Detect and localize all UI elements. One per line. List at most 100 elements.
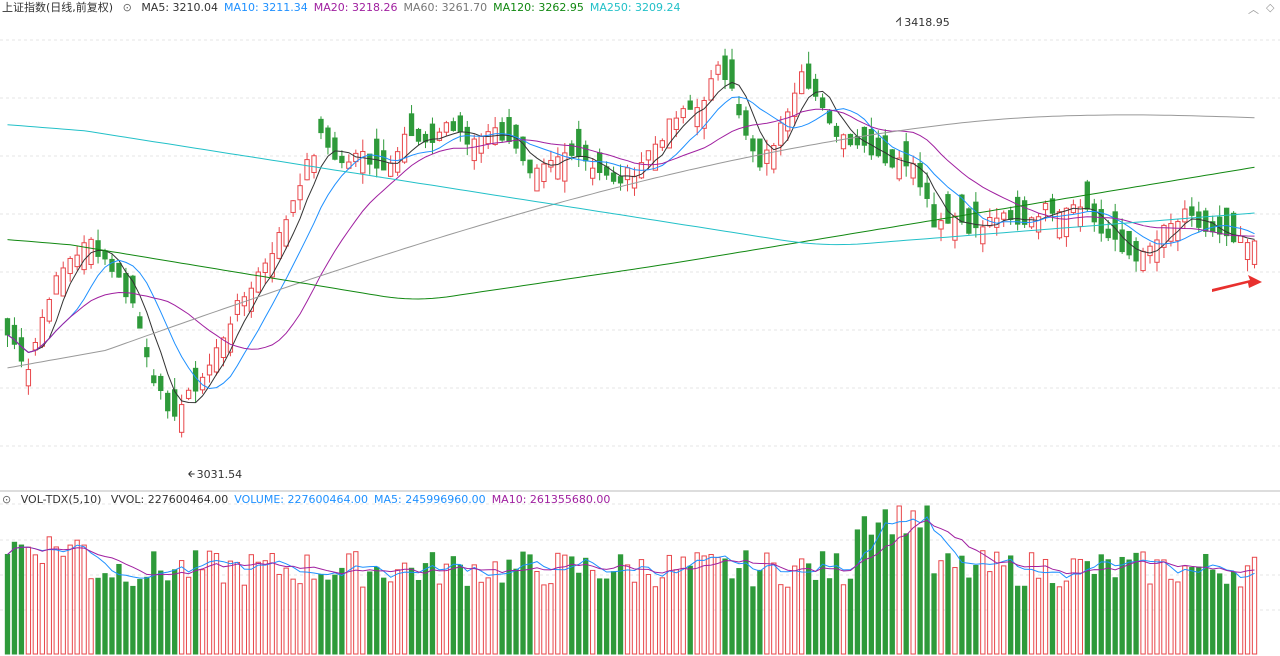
candle bbox=[95, 240, 101, 257]
volume-bar bbox=[353, 551, 359, 655]
volume-bar bbox=[673, 569, 679, 655]
volume-bar bbox=[652, 586, 659, 655]
candle bbox=[736, 104, 742, 116]
volume-bar bbox=[757, 569, 763, 655]
volume-bar bbox=[882, 509, 888, 655]
candle bbox=[617, 176, 624, 184]
settings-icon[interactable]: ⊙ bbox=[2, 493, 12, 506]
candle bbox=[401, 133, 408, 163]
candle bbox=[785, 111, 791, 132]
candle bbox=[137, 316, 143, 329]
candle bbox=[1119, 229, 1125, 253]
candle bbox=[708, 78, 714, 101]
candle bbox=[576, 128, 582, 157]
candle bbox=[116, 262, 122, 278]
volume-bar bbox=[4, 553, 11, 655]
candle bbox=[771, 145, 777, 170]
candle bbox=[527, 159, 533, 174]
candle bbox=[450, 121, 457, 131]
volume-bar bbox=[297, 583, 303, 655]
candle bbox=[1035, 216, 1042, 233]
volume-bar bbox=[387, 581, 394, 655]
candle bbox=[868, 128, 875, 156]
candle bbox=[659, 140, 666, 148]
volume-bar bbox=[130, 585, 136, 655]
candle bbox=[1056, 211, 1063, 239]
candle bbox=[1140, 250, 1146, 272]
volume-bar bbox=[241, 584, 248, 655]
candle bbox=[422, 133, 429, 143]
volume-bar bbox=[499, 582, 505, 655]
chart-title: 上证指数(日线,前复权) bbox=[2, 1, 114, 14]
volume-bar bbox=[332, 574, 338, 655]
volume-bar bbox=[1175, 581, 1181, 655]
volume-bar bbox=[401, 562, 408, 655]
candle bbox=[199, 376, 206, 391]
volume-bar bbox=[1154, 559, 1160, 655]
volume-bar bbox=[1168, 578, 1174, 655]
candle bbox=[715, 64, 721, 75]
candle bbox=[631, 175, 638, 189]
volume-bar bbox=[701, 555, 707, 655]
candle bbox=[826, 110, 833, 124]
candle bbox=[25, 369, 32, 387]
candle bbox=[311, 155, 317, 174]
volume-bar bbox=[590, 569, 596, 655]
volume-bar bbox=[1042, 558, 1049, 655]
volume-bar bbox=[60, 555, 66, 655]
candle bbox=[750, 138, 756, 152]
candle bbox=[276, 232, 282, 259]
candle bbox=[485, 131, 491, 145]
candle bbox=[534, 167, 540, 192]
volume-bar bbox=[304, 554, 310, 655]
candle bbox=[938, 220, 944, 230]
candle bbox=[109, 258, 115, 272]
volume-bar bbox=[255, 561, 261, 655]
candle bbox=[318, 118, 324, 134]
volume-bar bbox=[631, 581, 638, 655]
volume-bar bbox=[18, 544, 25, 655]
volume-bar bbox=[785, 586, 791, 655]
indicator-settings-icon[interactable]: ⊙ bbox=[122, 1, 132, 14]
volume-bar bbox=[645, 574, 652, 655]
volume-bar bbox=[422, 563, 429, 655]
candle bbox=[443, 122, 450, 133]
candle bbox=[882, 135, 888, 164]
volume-bar bbox=[269, 553, 275, 655]
candle bbox=[408, 113, 415, 137]
candle bbox=[1021, 200, 1028, 225]
candle bbox=[67, 257, 73, 275]
candle bbox=[812, 78, 819, 97]
volume-bar bbox=[952, 567, 958, 655]
candle bbox=[896, 157, 902, 180]
candle bbox=[1063, 207, 1070, 238]
candle bbox=[269, 253, 275, 278]
candle bbox=[583, 144, 589, 162]
volume-bar bbox=[185, 576, 192, 655]
candle bbox=[304, 159, 310, 181]
candle bbox=[387, 162, 394, 177]
price-header: 上证指数(日线,前复权) ⊙ MA5: 3210.04 MA10: 3211.34… bbox=[2, 1, 693, 15]
diamond-icon[interactable]: ◇ bbox=[1266, 1, 1275, 14]
volume-bar bbox=[144, 576, 150, 655]
volume-bar bbox=[1028, 552, 1035, 655]
candle bbox=[1042, 202, 1049, 211]
volume-bar bbox=[680, 556, 686, 655]
candle bbox=[520, 136, 526, 162]
candle bbox=[680, 108, 686, 119]
volume-bar bbox=[276, 573, 282, 655]
volume-bar bbox=[151, 551, 157, 655]
candle bbox=[32, 342, 39, 351]
candle bbox=[729, 59, 735, 89]
volume-bar bbox=[1105, 559, 1111, 655]
volume-bar bbox=[1182, 565, 1188, 655]
volume-bar bbox=[1091, 573, 1097, 655]
volume-bar bbox=[88, 578, 94, 655]
volume-bar bbox=[847, 578, 854, 655]
volume-bar bbox=[234, 561, 241, 655]
candle bbox=[158, 375, 164, 392]
candle bbox=[234, 300, 241, 315]
candle bbox=[46, 298, 52, 322]
volume-bar bbox=[736, 568, 742, 655]
chevron-up-icon[interactable]: ︿ bbox=[1248, 3, 1259, 16]
